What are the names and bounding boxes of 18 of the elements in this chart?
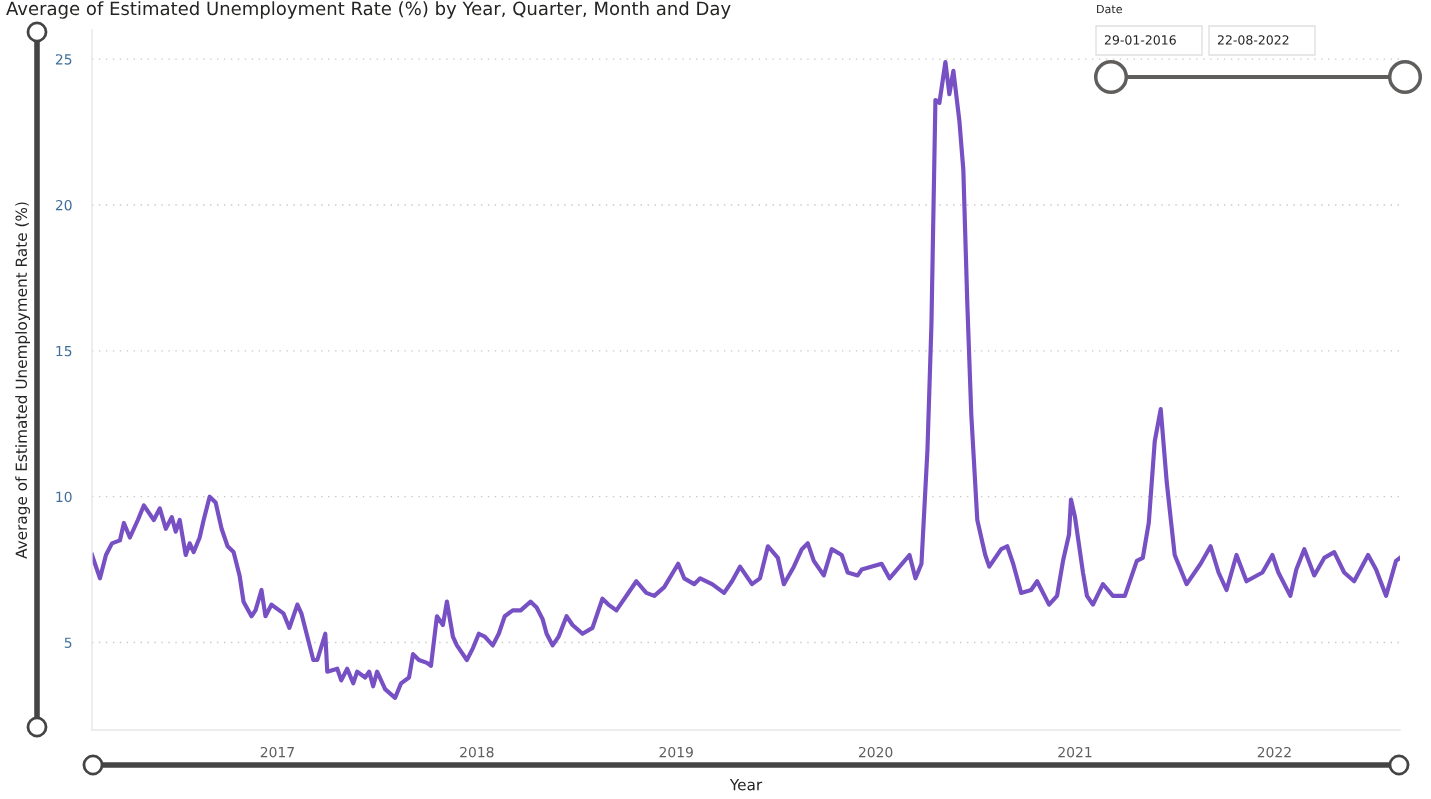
y-tick-label: 5 (64, 637, 72, 648)
y-tick-label: 10 (56, 491, 72, 503)
y-tick-label: 20 (55, 199, 72, 211)
x-tick-label: 2020 (858, 746, 893, 758)
chart-title: Average of Estimated Unemployment Rate (%) by Year, Quarter, Month and Day (6, 1, 731, 19)
line-series (92, 59, 1400, 701)
y-axis-title: Average of Estimated Unemployment Rate (%) (15, 202, 30, 559)
y-tick-label: 15 (56, 345, 72, 357)
y-tick-label: 25 (55, 54, 72, 65)
x-tick-label: 2017 (260, 746, 294, 758)
annotation: 29-01-2016 (1104, 35, 1176, 45)
annotation: 22-08-2022 (1217, 35, 1289, 45)
x-tick-label: 2019 (659, 746, 693, 758)
x-tick-label: 2021 (1058, 746, 1092, 758)
x-tick-label: 2022 (1257, 746, 1291, 758)
x-tick-label: 2018 (460, 746, 494, 758)
text: Date (1097, 4, 1122, 14)
x-axis-title: Year (729, 779, 763, 791)
